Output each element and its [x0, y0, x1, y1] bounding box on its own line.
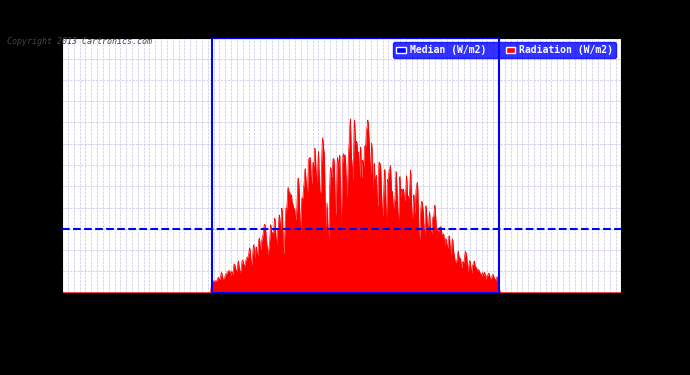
- Legend: Median (W/m2), Radiation (W/m2): Median (W/m2), Radiation (W/m2): [393, 42, 616, 58]
- Bar: [212, 38, 499, 292]
- Text: Solar Radiation & Day Average per Minute (Today) 20130419: Solar Radiation & Day Average per Minute…: [85, 19, 605, 35]
- Text: Copyright 2013 Cartronics.com: Copyright 2013 Cartronics.com: [7, 38, 152, 46]
